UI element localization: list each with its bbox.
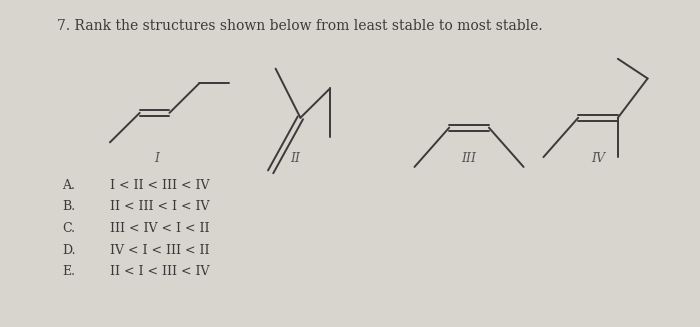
Text: III: III: [461, 152, 477, 165]
Text: 7. Rank the structures shown below from least stable to most stable.: 7. Rank the structures shown below from …: [57, 20, 543, 33]
Text: C.: C.: [62, 222, 76, 235]
Text: III < IV < I < II: III < IV < I < II: [110, 222, 209, 235]
Text: II < I < III < IV: II < I < III < IV: [110, 265, 209, 278]
Text: E.: E.: [62, 265, 76, 278]
Text: II: II: [290, 152, 300, 165]
Text: D.: D.: [62, 244, 76, 257]
Text: I: I: [154, 152, 159, 165]
Text: B.: B.: [62, 200, 76, 213]
Text: IV < I < III < II: IV < I < III < II: [110, 244, 209, 257]
Text: II < III < I < IV: II < III < I < IV: [110, 200, 209, 213]
Text: A.: A.: [62, 179, 75, 192]
Text: IV: IV: [591, 152, 605, 165]
Text: I < II < III < IV: I < II < III < IV: [110, 179, 209, 192]
